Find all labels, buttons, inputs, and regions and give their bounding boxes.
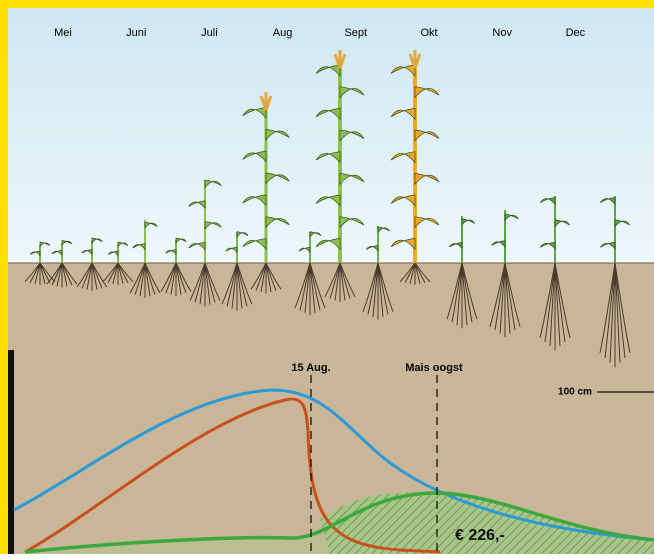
month-label: Juli — [201, 27, 218, 39]
month-label: Aug — [273, 27, 293, 39]
sky — [8, 8, 654, 264]
cutoff-label: 15 Aug. — [291, 362, 330, 374]
soil — [8, 263, 654, 554]
month-label: Nov — [492, 27, 512, 39]
harvest-label: Mais oogst — [405, 362, 463, 374]
month-label: Mei — [54, 27, 72, 39]
month-label: Juni — [126, 27, 146, 39]
month-label: Okt — [420, 27, 437, 39]
scale-label: 100 cm — [558, 387, 592, 398]
month-label: Dec — [566, 27, 586, 39]
left-bar — [8, 350, 14, 554]
illustration: 15 Aug. Mais oogst 100 cm € 226,- Mei Jun… — [0, 0, 654, 554]
amount-label: € 226,- — [455, 527, 505, 544]
month-label: Sept — [344, 27, 367, 39]
